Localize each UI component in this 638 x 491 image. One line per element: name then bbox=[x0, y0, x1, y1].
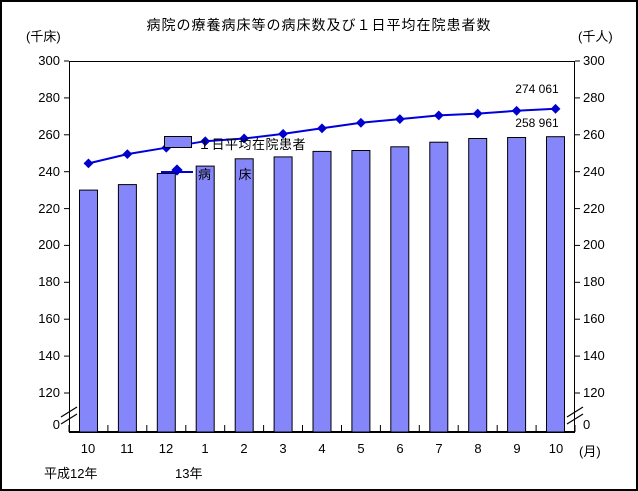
y-tick-label-right: 260 bbox=[583, 127, 605, 142]
bar-month-8 bbox=[468, 138, 488, 433]
y-tick-label-left: 260 bbox=[38, 127, 60, 142]
bar-month-2 bbox=[234, 158, 254, 433]
y-tick-label-left: 120 bbox=[38, 385, 60, 400]
x-tick-label-month: 9 bbox=[513, 441, 521, 456]
legend-bar-swatch bbox=[164, 136, 192, 148]
y-tick-label-right: 120 bbox=[583, 385, 605, 400]
y-tick-label-right-zero: 0 bbox=[583, 417, 591, 432]
era-label-13: 13年 bbox=[175, 466, 203, 481]
axis-break-icon bbox=[566, 406, 584, 418]
bar-month-7 bbox=[429, 141, 449, 433]
y-tick-label-left-zero: 0 bbox=[52, 417, 60, 432]
y-tick-label-left: 240 bbox=[38, 164, 60, 179]
line-marker-5 bbox=[356, 117, 366, 128]
x-tick-label-month: 2 bbox=[240, 441, 248, 456]
y-tick-label-left: 160 bbox=[38, 311, 60, 326]
line-marker-1 bbox=[200, 136, 211, 147]
axis-break-icon bbox=[566, 413, 584, 425]
y-tick-label-left: 180 bbox=[38, 274, 60, 289]
y-tick-label-left: 140 bbox=[38, 348, 60, 363]
era-label-heisei12: 平成12年 bbox=[44, 466, 98, 481]
line-marker-3 bbox=[278, 128, 288, 139]
line-marker-2 bbox=[239, 133, 250, 144]
line-marker-6 bbox=[394, 114, 405, 125]
y-tick-label-right: 200 bbox=[583, 237, 605, 252]
chart-title: 病院の療養病床等の病床数及び１日平均在院患者数 bbox=[146, 17, 492, 33]
y-tick-label-left: 220 bbox=[38, 201, 60, 216]
bar-month-1 bbox=[195, 165, 215, 433]
plot-canvas bbox=[60, 60, 584, 433]
x-tick-label-month: 11 bbox=[120, 441, 134, 456]
x-tick-label-month: 10 bbox=[548, 441, 564, 456]
x-tick-label-month: 1 bbox=[201, 441, 209, 456]
y-tick-label-right: 300 bbox=[583, 53, 605, 68]
left-axis-unit-label: (千床) bbox=[26, 29, 61, 44]
bar-month-6 bbox=[390, 146, 410, 433]
right-axis-unit-label: (千人) bbox=[578, 29, 613, 44]
y-tick-label-right: 160 bbox=[583, 311, 605, 326]
y-tick-label-right: 140 bbox=[583, 348, 605, 363]
x-tick-label-month: 8 bbox=[474, 441, 482, 456]
y-tick-label-right: 220 bbox=[583, 201, 605, 216]
axis-break-icon bbox=[60, 406, 78, 418]
x-tick-label-month: 7 bbox=[435, 441, 443, 456]
bar-month-12 bbox=[156, 173, 176, 433]
x-tick-label-month: 6 bbox=[396, 441, 404, 456]
bar-month-3 bbox=[273, 156, 293, 433]
legend-label-beds: 病 床 bbox=[198, 167, 253, 182]
y-tick-label-right: 280 bbox=[583, 90, 605, 105]
bar-month-10 bbox=[79, 189, 98, 433]
axis-break-icon bbox=[60, 413, 78, 425]
x-tick-label-month: 3 bbox=[279, 441, 287, 456]
x-axis-unit-label: (月) bbox=[579, 444, 601, 459]
bar-month-5 bbox=[351, 150, 371, 433]
line-marker-8 bbox=[472, 108, 483, 119]
data-label-inpatients-last: 258 961 bbox=[515, 116, 559, 130]
bar-month-11 bbox=[117, 184, 137, 433]
y-tick-label-left: 280 bbox=[38, 90, 60, 105]
line-marker-10 bbox=[83, 158, 94, 169]
bar-month-9 bbox=[507, 137, 527, 433]
line-marker-4 bbox=[317, 123, 327, 134]
x-tick-label-month: 10 bbox=[80, 441, 96, 456]
x-tick-label-month: 4 bbox=[318, 441, 326, 456]
line-marker-10 bbox=[550, 103, 561, 114]
bar-month-4 bbox=[312, 150, 332, 433]
line-marker-11 bbox=[122, 149, 133, 160]
bar-month-10 bbox=[546, 136, 565, 433]
y-tick-label-right: 180 bbox=[583, 274, 605, 289]
x-tick-label-month: 12 bbox=[158, 441, 174, 456]
y-tick-label-right: 240 bbox=[583, 164, 605, 179]
plot-area: １日平均在院患者 病 床 bbox=[60, 60, 584, 433]
line-marker-9 bbox=[511, 105, 522, 116]
line-marker-7 bbox=[433, 110, 444, 121]
x-tick-label-month: 5 bbox=[357, 441, 365, 456]
legend-label-inpatients: １日平均在院患者 bbox=[198, 137, 307, 152]
y-tick-label-left: 200 bbox=[38, 237, 60, 252]
y-tick-label-left: 300 bbox=[38, 53, 60, 68]
data-label-beds-last: 274 061 bbox=[515, 82, 559, 96]
